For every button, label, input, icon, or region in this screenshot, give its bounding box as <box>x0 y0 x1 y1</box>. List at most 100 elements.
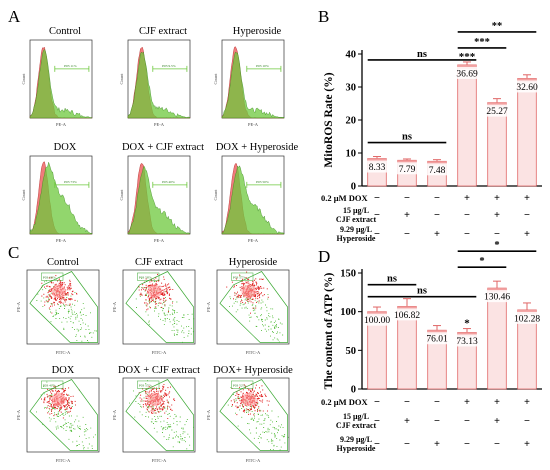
treatment-sign: − <box>374 416 380 427</box>
treatment-sign: − <box>434 210 440 221</box>
scatter-gate-polygon <box>125 379 194 451</box>
treatment-sign: + <box>494 416 500 427</box>
treatment-sign: − <box>404 397 410 408</box>
y-tick-label: 150 <box>340 269 356 280</box>
bar <box>457 64 477 187</box>
scatter-y-label: PE-A <box>206 301 211 312</box>
panel-letter-c: C <box>8 243 19 262</box>
scatter-gate-label: P03 57% <box>233 276 246 280</box>
value-label: 100.00 <box>364 316 390 326</box>
value-label-bg <box>454 66 480 79</box>
histogram-treatment-curve <box>221 51 285 119</box>
treatment-sign: − <box>404 229 410 240</box>
treatment-sign: − <box>464 210 470 221</box>
value-label-bg <box>424 332 450 345</box>
scatter-y-label: PE-A <box>16 301 21 312</box>
scatter-frame <box>26 269 100 345</box>
histogram-title: CJF extract <box>139 26 187 37</box>
treatment-sign: − <box>524 210 530 221</box>
treatment-sign: + <box>524 439 530 450</box>
value-label: 7.79 <box>399 165 416 175</box>
significance-label: ** <box>492 21 503 32</box>
treatment-sign: − <box>374 193 380 204</box>
histogram-x-label: PE-A <box>154 122 165 127</box>
scatter-plot: CJF extract P03 58% FITC-A PE-A <box>112 257 196 355</box>
significance-label: ns <box>387 274 397 285</box>
value-label-bg <box>364 160 390 173</box>
treatment-label: 15 μg/L <box>343 206 369 215</box>
scatter-title: DOX + CJF extract <box>118 365 200 376</box>
scatter-y-label: PE-A <box>16 409 21 420</box>
treatment-sign: + <box>524 229 530 240</box>
histogram-plot: CJF extract P03 9.5% PE-A Count <box>119 26 191 127</box>
y-axis-label: MitoROS Rate (%) <box>323 72 335 167</box>
value-label-bg <box>514 311 540 324</box>
histogram-plot: DOX + CJF extract P03 40% PE-A Count <box>119 142 204 243</box>
treatment-sign: + <box>524 397 530 408</box>
treatment-sign: + <box>494 193 500 204</box>
treatment-sign: − <box>404 193 410 204</box>
scatter-gate-label: P03 55% <box>139 384 152 388</box>
gate-label: P03 50% <box>256 180 269 184</box>
y-tick-label: 10 <box>346 149 357 160</box>
treatment-sign: − <box>434 416 440 427</box>
significance-label: ns <box>417 49 427 60</box>
scatter-density-core <box>241 284 256 299</box>
scatter-density-core <box>241 392 256 407</box>
treatment-label: CJF extract <box>336 215 377 224</box>
y-tick-label: 0 <box>351 182 356 193</box>
y-tick-label: 50 <box>346 346 357 357</box>
scatter-title: CJF extract <box>135 257 183 268</box>
scatter-plot: DOX+ Hyperoside P03 52% FITC-A PE-A <box>206 365 293 463</box>
scatter-gate-box <box>41 380 64 389</box>
histogram-y-label: Count <box>213 73 218 85</box>
treatment-sign: − <box>494 439 500 450</box>
scatter-gate-label: P03 58% <box>139 276 152 280</box>
value-label-bg <box>514 80 540 93</box>
histogram-plot: DOX P03 73% PE-A Count <box>21 142 93 243</box>
treatment-sign: − <box>374 229 380 240</box>
histogram-title: DOX + Hyperoside <box>216 142 299 153</box>
scatter-x-label: FITC-A <box>152 350 167 355</box>
treatment-label: 0.2 μM DOX <box>321 397 368 407</box>
scatter-gate-polygon <box>219 379 288 451</box>
chart-b-mitoros: 0 10 20 30 40 MitoROS Rate (%) 8.33 7.79 7.48 36.… <box>323 21 542 193</box>
histogram-x-label: PE-A <box>154 238 165 243</box>
treatment-label: 15 μg/L <box>343 412 369 421</box>
treatment-sign: − <box>464 439 470 450</box>
value-label-bg <box>484 104 510 117</box>
value-label-bg <box>454 334 480 347</box>
scatter-x-label: FITC-A <box>56 458 71 463</box>
scatter-gate-box <box>231 380 254 389</box>
treatment-sign: − <box>494 229 500 240</box>
panel-letter-b: B <box>318 7 329 26</box>
y-tick-label: 20 <box>346 116 357 127</box>
scatter-density-core <box>147 392 162 407</box>
scatter-gate-polygon <box>29 271 98 343</box>
y-axis-label: The content of ATP (%) <box>323 272 335 389</box>
treatment-sign: − <box>464 416 470 427</box>
treatment-label: 9.29 μg/L <box>340 225 372 234</box>
y-tick-label: 40 <box>346 50 357 61</box>
value-label-bg <box>424 163 450 176</box>
scatter-green-dots <box>227 386 289 451</box>
scatter-frame <box>216 377 290 453</box>
histogram-y-label: Count <box>21 189 26 201</box>
scatter-y-label: PE-A <box>112 301 117 312</box>
treatment-sign: − <box>434 193 440 204</box>
scatter-plot: Hyperoside P03 57% FITC-A PE-A <box>206 257 290 355</box>
treatment-sign: + <box>464 193 470 204</box>
treatment-label: 0.2 μM DOX <box>321 193 368 203</box>
y-tick-label: 0 <box>351 385 356 396</box>
y-tick-label: 100 <box>340 307 356 318</box>
histogram-plot: DOX + Hyperoside P03 50% PE-A Count <box>213 142 298 243</box>
scatter-gate-label: P03 52% <box>233 384 246 388</box>
histogram-y-label: Count <box>213 189 218 201</box>
scatter-y-label: PE-A <box>206 409 211 420</box>
bar-significance-star: *** <box>459 51 476 63</box>
gate-label: P03 40% <box>162 180 175 184</box>
panel-a-histograms: Control P03 11% PE-A Count CJF extract P03 9.… <box>21 26 298 243</box>
scatter-density-core <box>51 392 66 407</box>
value-label: 8.33 <box>369 163 386 173</box>
